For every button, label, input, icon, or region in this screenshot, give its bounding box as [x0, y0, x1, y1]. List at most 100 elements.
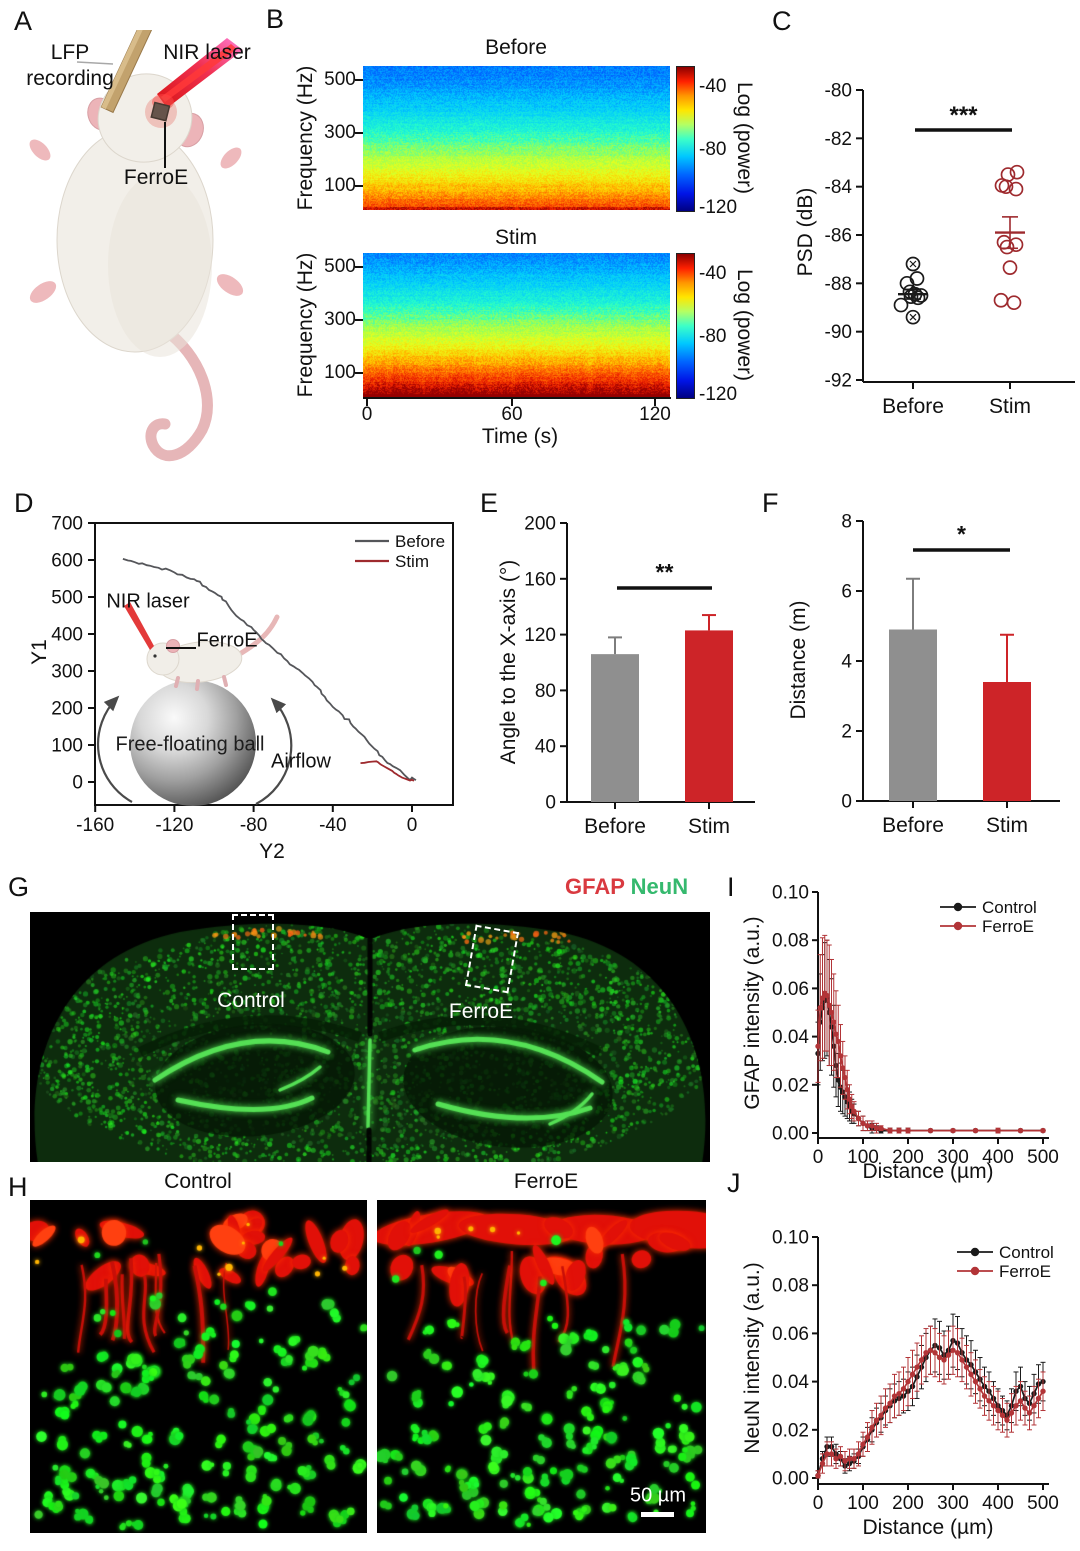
- text-el: Stim: [395, 552, 429, 571]
- circle-el: [851, 1108, 857, 1115]
- ferroe-roi-label: FerroE: [448, 1000, 514, 1023]
- text-el: Stim: [688, 815, 730, 838]
- tick-mark: [355, 319, 363, 321]
- circle-el: [878, 1412, 884, 1419]
- text-el: 0.06: [772, 1324, 809, 1345]
- time-tick: 60: [501, 404, 523, 425]
- circle-el: [831, 1019, 837, 1025]
- circle-el: [970, 1266, 980, 1276]
- circle-el: [909, 1371, 916, 1378]
- line-el: [909, 260, 917, 268]
- circle-el: [1040, 1388, 1046, 1394]
- mouse-body-shade: [108, 173, 212, 357]
- circle-el: [1026, 1410, 1033, 1416]
- circle-el: [835, 1077, 841, 1083]
- circle-el: [873, 1125, 880, 1131]
- text-el: -86: [825, 226, 852, 247]
- circle-el: [815, 1472, 821, 1479]
- colorbar-tick: -120: [699, 197, 738, 218]
- text-el: 160: [524, 569, 556, 590]
- ferroe-micrograph: [377, 1200, 706, 1533]
- text-el: 300: [937, 1147, 969, 1166]
- text-el: 0.08: [772, 1276, 809, 1297]
- inset-laser-core: [124, 602, 154, 650]
- circle-el: [995, 1127, 1001, 1134]
- spectrogram-before-title: Before: [485, 36, 547, 59]
- text-el: 300: [51, 662, 83, 683]
- circle-el: [1008, 1410, 1015, 1416]
- text-el: 0.08: [772, 931, 809, 952]
- text-el: -80: [825, 81, 852, 102]
- circle-el: [837, 1453, 844, 1460]
- time-tick: 120: [639, 404, 671, 425]
- circle-el: [963, 1364, 970, 1370]
- circle-el: [896, 1127, 902, 1134]
- circle-el: [972, 1127, 979, 1134]
- circle-el: [844, 1086, 850, 1093]
- circle-el: [905, 256, 921, 272]
- text-el: 100: [51, 736, 83, 757]
- circle-el: [1002, 260, 1018, 275]
- mouse-front-paw-left: [29, 139, 51, 161]
- circle-el: [993, 292, 1009, 308]
- mouse-on-ball: [124, 602, 280, 691]
- y2-axis-label: Y2: [259, 840, 285, 863]
- text-el: 0.00: [772, 1124, 809, 1145]
- circle-el: [945, 1352, 952, 1358]
- trajectory-series: [122, 558, 417, 782]
- inset-mouse-leg: [222, 675, 228, 687]
- panel-h-label: H: [8, 1172, 28, 1202]
- circle-el: [824, 1451, 830, 1457]
- circle-el: [977, 1386, 983, 1392]
- circle-el: [1035, 1395, 1042, 1402]
- text-el: 120: [524, 625, 556, 646]
- freq-tick: 500: [324, 256, 356, 277]
- colorbar-stim: [676, 253, 695, 399]
- rect-el: [685, 630, 733, 802]
- circle-el: [953, 921, 963, 931]
- colorbar-tick: -40: [699, 263, 727, 284]
- text-el: FerroE: [999, 1262, 1051, 1281]
- neun-legend-label: NeuN: [630, 874, 689, 899]
- freq-tick: 300: [324, 122, 356, 143]
- scalebar: [641, 1512, 674, 1517]
- inset-nir-label: NIR laser: [106, 590, 190, 613]
- text-el: 700: [51, 514, 83, 535]
- circle-el: [835, 1038, 841, 1045]
- text-el: 2: [841, 722, 852, 743]
- colorbar-tick: -80: [699, 326, 727, 347]
- tick-mark: [355, 132, 363, 134]
- ball-label: Free-floating ball: [115, 733, 265, 756]
- circle-el: [840, 1065, 846, 1071]
- inset-ferroe-label: FerroE: [196, 629, 258, 652]
- lfp-electrode: [100, 30, 156, 114]
- time-axis-title: Time (s): [481, 425, 559, 448]
- panel-f-label: F: [762, 488, 779, 518]
- text-el: 200: [51, 699, 83, 720]
- nir-laser-core: [161, 44, 237, 102]
- ferroe-image-title: FerroE: [513, 1170, 579, 1193]
- inset-mouse-eye: [153, 654, 157, 658]
- airflow-arrow-right: [255, 697, 293, 805]
- airflow-arrow-left: [96, 695, 133, 803]
- circle-el: [972, 1378, 979, 1385]
- text-el: 80: [535, 681, 556, 702]
- circle-el: [869, 1424, 875, 1431]
- mouse-hind-paw-left: [29, 281, 57, 303]
- text-el: 0: [407, 815, 418, 836]
- airflow-label: Airflow: [270, 750, 332, 773]
- circle-el: [846, 1096, 853, 1102]
- text-el: 0: [813, 1147, 824, 1166]
- text-el: 8: [841, 512, 852, 533]
- text-el: -160: [76, 815, 114, 836]
- text-el: Before: [882, 814, 944, 837]
- stain-legend: GFAP NeuN: [565, 874, 688, 900]
- circle-el: [869, 1123, 875, 1129]
- ferroe-label-a: FerroE: [123, 166, 189, 189]
- text-el: 0: [813, 1493, 824, 1514]
- text-el: 200: [524, 514, 556, 535]
- circle-el: [833, 1031, 839, 1037]
- time-axis-line: [363, 397, 671, 399]
- text-el: -80: [240, 815, 267, 836]
